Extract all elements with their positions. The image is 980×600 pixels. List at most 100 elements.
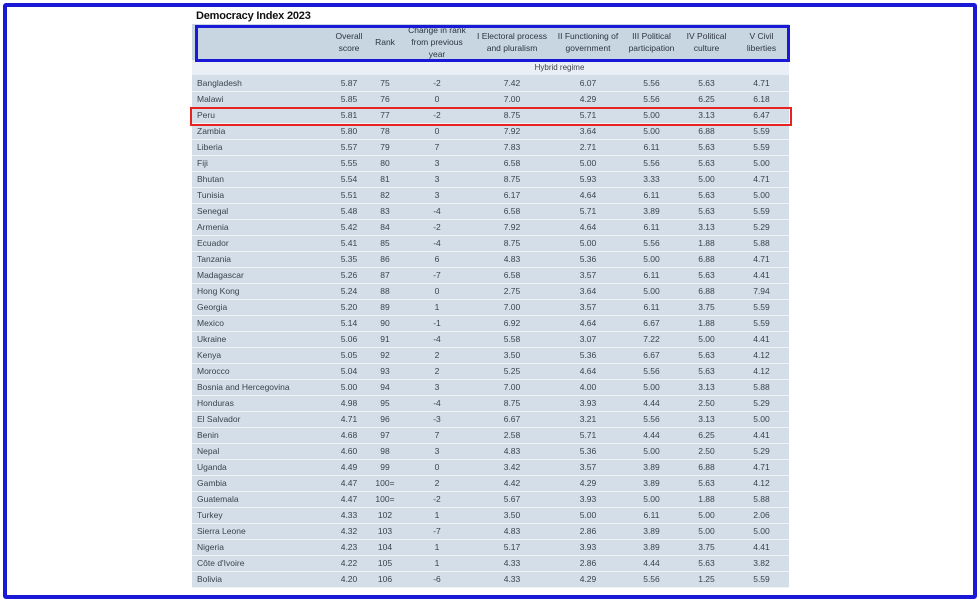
section-label: Hybrid regime (330, 60, 789, 75)
cell-political-culture: 6.88 (679, 283, 734, 300)
cell-functioning-of-government: 6.07 (552, 75, 624, 92)
cell-rank: 90 (368, 315, 402, 332)
cell-functioning-of-government: 3.93 (552, 491, 624, 508)
cell-country: Madagascar (192, 267, 330, 284)
cell-country: Ukraine (192, 331, 330, 348)
cell-political-participation: 3.89 (624, 523, 679, 540)
cell-electoral-process: 6.58 (472, 203, 552, 220)
cell-change-in-rank: -4 (402, 235, 472, 252)
table-row: Gambia 4.47 100= 2 4.42 4.29 3.89 5.63 4.12 (192, 475, 789, 492)
cell-country: Fiji (192, 155, 330, 172)
table-row: Côte d'Ivoire 4.22 105 1 4.33 2.86 4.44 5.63 3.8… (192, 555, 789, 572)
cell-country: Hong Kong (192, 283, 330, 300)
cell-political-culture: 5.00 (679, 171, 734, 188)
cell-rank: 76 (368, 91, 402, 108)
cell-change-in-rank: -4 (402, 203, 472, 220)
cell-overall-score: 5.06 (330, 331, 368, 348)
cell-overall-score: 4.47 (330, 475, 368, 492)
header-political-participation: III Political participation (624, 24, 679, 60)
cell-change-in-rank: 7 (402, 139, 472, 156)
cell-functioning-of-government: 3.57 (552, 299, 624, 316)
cell-civil-liberties: 5.59 (734, 123, 789, 140)
cell-overall-score: 5.80 (330, 123, 368, 140)
cell-political-participation: 5.00 (624, 123, 679, 140)
cell-rank: 93 (368, 363, 402, 380)
cell-political-culture: 3.13 (679, 219, 734, 236)
cell-change-in-rank: -2 (402, 219, 472, 236)
cell-country: Ecuador (192, 235, 330, 252)
cell-political-culture: 3.13 (679, 411, 734, 428)
cell-country: Bolivia (192, 571, 330, 588)
cell-civil-liberties: 5.00 (734, 523, 789, 540)
cell-country: Senegal (192, 203, 330, 220)
cell-functioning-of-government: 3.57 (552, 459, 624, 476)
cell-overall-score: 5.54 (330, 171, 368, 188)
cell-political-participation: 6.11 (624, 299, 679, 316)
cell-political-participation: 6.11 (624, 187, 679, 204)
cell-electoral-process: 7.00 (472, 91, 552, 108)
cell-change-in-rank: 1 (402, 299, 472, 316)
cell-political-culture: 5.63 (679, 363, 734, 380)
cell-change-in-rank: 0 (402, 283, 472, 300)
cell-overall-score: 5.42 (330, 219, 368, 236)
cell-rank: 88 (368, 283, 402, 300)
cell-electoral-process: 5.25 (472, 363, 552, 380)
table-row: Peru 5.81 77 -2 8.75 5.71 5.00 3.13 6.47 (192, 107, 789, 124)
cell-functioning-of-government: 4.29 (552, 475, 624, 492)
cell-overall-score: 4.60 (330, 443, 368, 460)
cell-political-participation: 5.56 (624, 411, 679, 428)
cell-rank: 85 (368, 235, 402, 252)
cell-rank: 89 (368, 299, 402, 316)
cell-political-participation: 4.44 (624, 427, 679, 444)
cell-electoral-process: 3.50 (472, 507, 552, 524)
cell-civil-liberties: 4.71 (734, 75, 789, 92)
table-row: Armenia 5.42 84 -2 7.92 4.64 6.11 3.13 5.29 (192, 219, 789, 236)
cell-functioning-of-government: 3.93 (552, 395, 624, 412)
cell-electoral-process: 4.33 (472, 571, 552, 588)
cell-functioning-of-government: 3.93 (552, 539, 624, 556)
header-change-in-rank: Change in rank from previous year (402, 24, 472, 60)
cell-country: Guatemala (192, 491, 330, 508)
cell-country: Sierra Leone (192, 523, 330, 540)
cell-country: Bangladesh (192, 75, 330, 92)
cell-rank: 103 (368, 523, 402, 540)
cell-change-in-rank: 2 (402, 475, 472, 492)
cell-political-participation: 5.56 (624, 363, 679, 380)
cell-political-culture: 5.63 (679, 347, 734, 364)
cell-rank: 84 (368, 219, 402, 236)
cell-country: Bhutan (192, 171, 330, 188)
cell-electoral-process: 4.83 (472, 251, 552, 268)
table-row: Bolivia 4.20 106 -6 4.33 4.29 5.56 1.25 5.59 (192, 571, 789, 588)
cell-change-in-rank: -7 (402, 523, 472, 540)
cell-civil-liberties: 5.00 (734, 411, 789, 428)
header-overall-score: Overall score (330, 24, 368, 60)
cell-civil-liberties: 4.41 (734, 331, 789, 348)
table-row: Georgia 5.20 89 1 7.00 3.57 6.11 3.75 5.59 (192, 299, 789, 316)
cell-electoral-process: 2.75 (472, 283, 552, 300)
cell-political-culture: 6.88 (679, 459, 734, 476)
cell-political-culture: 3.13 (679, 107, 734, 124)
cell-civil-liberties: 5.88 (734, 379, 789, 396)
table-row: Senegal 5.48 83 -4 6.58 5.71 3.89 5.63 5.59 (192, 203, 789, 220)
cell-civil-liberties: 5.29 (734, 395, 789, 412)
cell-change-in-rank: -2 (402, 107, 472, 124)
table-row: Nigeria 4.23 104 1 5.17 3.93 3.89 3.75 4.41 (192, 539, 789, 556)
cell-country: Nepal (192, 443, 330, 460)
cell-electoral-process: 5.58 (472, 331, 552, 348)
cell-political-participation: 6.11 (624, 267, 679, 284)
cell-civil-liberties: 7.94 (734, 283, 789, 300)
cell-change-in-rank: -7 (402, 267, 472, 284)
cell-civil-liberties: 5.59 (734, 203, 789, 220)
cell-functioning-of-government: 5.00 (552, 507, 624, 524)
cell-country: Zambia (192, 123, 330, 140)
cell-rank: 98 (368, 443, 402, 460)
cell-political-culture: 5.00 (679, 523, 734, 540)
cell-civil-liberties: 4.71 (734, 171, 789, 188)
cell-civil-liberties: 4.12 (734, 347, 789, 364)
cell-functioning-of-government: 4.64 (552, 187, 624, 204)
cell-civil-liberties: 4.41 (734, 427, 789, 444)
cell-political-participation: 5.00 (624, 251, 679, 268)
cell-functioning-of-government: 4.64 (552, 315, 624, 332)
cell-rank: 95 (368, 395, 402, 412)
cell-civil-liberties: 5.29 (734, 219, 789, 236)
